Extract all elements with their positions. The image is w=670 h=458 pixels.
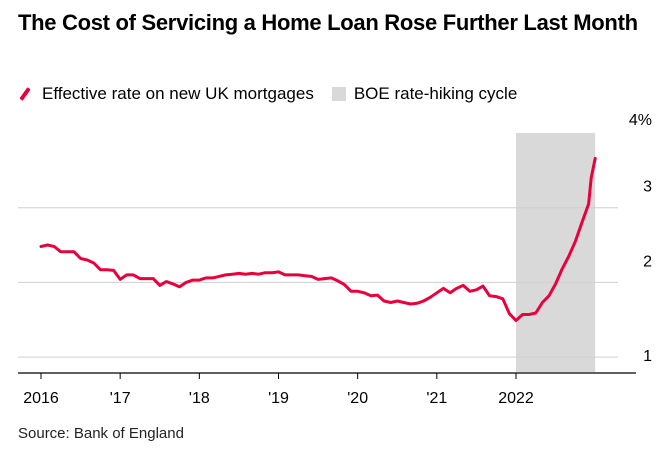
series-line-mortgage-rate [39, 156, 597, 322]
legend-item-band: BOE rate-hiking cycle [331, 84, 518, 104]
x-tick-label: '17 [110, 390, 131, 407]
shaded-band [516, 133, 596, 372]
x-tick-label: '18 [189, 390, 210, 407]
y-tick-label: 3 [643, 179, 652, 196]
legend-item-series: Effective rate on new UK mortgages [18, 84, 314, 104]
legend-label-series: Effective rate on new UK mortgages [42, 84, 314, 103]
x-tick-label: 2016 [23, 390, 59, 407]
y-tick-label: 1 [643, 348, 652, 365]
x-tick-label: '19 [268, 390, 289, 407]
legend-box-swatch [331, 87, 346, 101]
y-tick-label: 4% [629, 112, 652, 129]
x-tick-label: '20 [347, 390, 368, 407]
y-tick-label: 2 [643, 253, 652, 270]
x-tick-label: 2022 [498, 390, 534, 407]
legend: Effective rate on new UK mortgages BOE r… [18, 84, 535, 104]
legend-label-band: BOE rate-hiking cycle [353, 84, 518, 103]
x-tick-label: '21 [426, 390, 447, 407]
source-note: Source: Bank of England [18, 425, 184, 442]
chart-title: The Cost of Servicing a Home Loan Rose F… [18, 10, 638, 35]
